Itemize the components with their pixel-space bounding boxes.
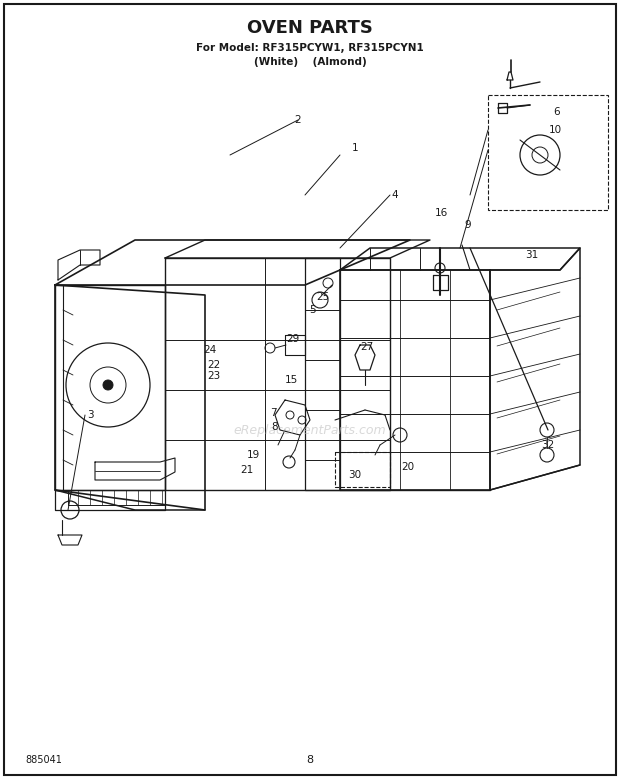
- Text: For Model: RF315PCYW1, RF315PCYN1: For Model: RF315PCYW1, RF315PCYN1: [196, 43, 424, 53]
- Text: 885041: 885041: [25, 755, 62, 765]
- Text: 22: 22: [207, 360, 221, 370]
- Text: 32: 32: [541, 440, 555, 450]
- Text: 20: 20: [401, 462, 415, 472]
- Text: 5: 5: [309, 305, 316, 315]
- Text: 31: 31: [525, 250, 539, 260]
- Text: 19: 19: [246, 450, 260, 460]
- Text: 21: 21: [241, 465, 254, 475]
- Text: 16: 16: [435, 208, 448, 218]
- Text: 8: 8: [306, 755, 314, 765]
- Text: 23: 23: [207, 371, 221, 381]
- Text: 4: 4: [392, 190, 398, 200]
- Text: 7: 7: [270, 408, 277, 418]
- Text: 15: 15: [285, 375, 298, 385]
- Text: 9: 9: [464, 220, 471, 230]
- Text: 29: 29: [286, 334, 299, 344]
- Text: (White)    (Almond): (White) (Almond): [254, 57, 366, 67]
- Text: OVEN PARTS: OVEN PARTS: [247, 19, 373, 37]
- Text: 10: 10: [549, 125, 562, 135]
- Circle shape: [103, 380, 113, 390]
- Text: 30: 30: [348, 470, 361, 480]
- Text: 2: 2: [294, 115, 301, 125]
- Bar: [335, 452, 390, 487]
- Text: 8: 8: [272, 422, 278, 432]
- Bar: [488, 95, 608, 210]
- Text: 3: 3: [87, 410, 94, 420]
- Text: 25: 25: [316, 292, 330, 302]
- Text: 6: 6: [554, 107, 560, 117]
- Text: eReplacementParts.com: eReplacementParts.com: [234, 424, 386, 436]
- Text: 24: 24: [203, 345, 216, 355]
- Text: 1: 1: [352, 143, 358, 153]
- Text: 27: 27: [360, 342, 374, 352]
